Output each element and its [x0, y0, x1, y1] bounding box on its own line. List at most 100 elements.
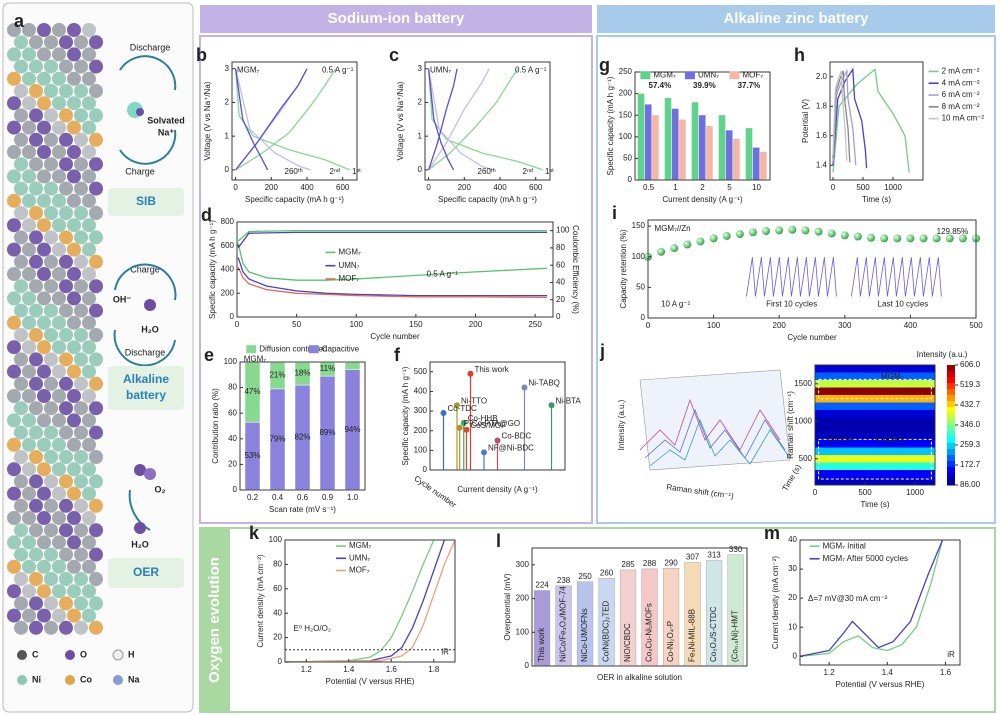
x-axis-label: Cycle number	[370, 332, 420, 341]
atom	[74, 181, 88, 196]
y2-tick-label: 40	[556, 278, 565, 287]
atom	[74, 376, 88, 391]
atom	[52, 47, 66, 62]
value-label: 11%	[320, 364, 335, 373]
atom	[74, 230, 88, 245]
category-label: (Co₀.₅Ni)-HMT	[731, 610, 740, 662]
atom	[59, 279, 73, 294]
x-tick-label: 50	[292, 320, 301, 329]
x-tick-label: 100	[350, 320, 364, 329]
atom	[52, 23, 66, 37]
data-point	[683, 240, 692, 249]
atom	[74, 596, 88, 611]
y-tick-label: 0	[418, 165, 423, 174]
data-line	[237, 243, 548, 281]
label-box	[108, 558, 184, 588]
axis-label: Time (s)	[781, 463, 803, 493]
legend-label: O	[80, 649, 87, 659]
point-label: Co-HHB	[468, 414, 498, 423]
plot-frame	[284, 539, 456, 663]
atom	[29, 376, 43, 391]
y-axis-label: Voltage (V vs Na⁺/Na)	[396, 81, 405, 160]
heat-band	[815, 417, 935, 425]
y2-tick-label: 80	[556, 243, 565, 252]
data-point	[670, 244, 679, 253]
value-label: 313	[707, 551, 721, 560]
legend-label: Diffusion controlled	[259, 344, 327, 353]
atom	[44, 279, 58, 294]
atom	[52, 340, 66, 355]
atom	[52, 71, 66, 86]
data-point	[827, 229, 836, 238]
atom	[37, 462, 51, 477]
atom	[74, 498, 88, 513]
plot-frame	[231, 61, 358, 181]
atom	[89, 108, 103, 123]
y-tick-label: 0	[628, 175, 633, 184]
atom	[52, 389, 66, 403]
annotation: 2ⁿᵈ	[523, 167, 533, 176]
annotation: NiOOH	[827, 436, 853, 445]
x-axis-label: Current density (A g⁻¹)	[457, 485, 538, 494]
atom	[29, 35, 43, 50]
atom	[7, 486, 21, 501]
atom	[74, 450, 88, 464]
atom	[89, 84, 103, 98]
atom	[29, 279, 43, 294]
panel-letter: k	[249, 523, 260, 543]
cycle-arrow	[119, 55, 177, 165]
heat-band	[815, 432, 935, 440]
atom	[89, 279, 103, 294]
atom	[22, 23, 36, 37]
atom	[82, 242, 96, 257]
x-tick-label: 250	[528, 320, 542, 329]
data-point	[906, 234, 915, 243]
atom	[82, 218, 96, 233]
colorbar-cell	[947, 377, 955, 384]
atom	[82, 267, 96, 281]
value-label: 224	[535, 581, 549, 590]
colorbar-cell	[947, 395, 955, 402]
data-point	[467, 370, 474, 377]
annotation: 2ⁿᵈ	[330, 167, 340, 176]
y-tick-label: 30	[788, 564, 797, 573]
data-point	[853, 232, 862, 241]
atom	[44, 596, 58, 611]
atom	[29, 328, 43, 342]
atom	[37, 364, 51, 379]
atom	[14, 376, 28, 391]
annotation: 1ˢᵗ	[352, 167, 361, 176]
atom	[74, 279, 88, 294]
reaction-arrow	[128, 489, 151, 531]
x-axis-label: Time (s)	[862, 195, 891, 204]
atom	[89, 254, 103, 269]
atom	[74, 474, 88, 489]
legend-swatch	[308, 345, 319, 354]
data-line	[237, 231, 547, 249]
x-tick-label: 1.6	[386, 665, 398, 674]
atom	[22, 96, 36, 111]
y-tick-label: 3	[418, 64, 423, 73]
value-label: 290	[664, 558, 678, 567]
colorbar-cell	[947, 473, 955, 480]
value-label: 238	[557, 576, 571, 585]
y-axis-label: Overpotential (mV)	[503, 573, 512, 640]
y-tick-label: 20	[788, 593, 797, 602]
atom	[14, 474, 28, 489]
atom	[59, 523, 73, 538]
legend-label: Na	[128, 674, 140, 684]
data-line	[237, 229, 547, 242]
atom	[67, 193, 81, 208]
atom	[74, 59, 88, 74]
y-tick-label: 1000	[794, 416, 812, 425]
atom	[29, 523, 43, 538]
y-tick-label: 0	[233, 485, 238, 494]
atom	[82, 535, 96, 550]
x-tick-label: 1000	[884, 183, 902, 192]
y-tick-label: 100	[619, 132, 633, 141]
colorbar-cell	[947, 455, 955, 462]
heat-band	[815, 387, 935, 395]
label: OER	[133, 565, 159, 579]
annotation: E⁰ H₂O/O₂	[294, 624, 331, 633]
atom	[44, 498, 58, 513]
